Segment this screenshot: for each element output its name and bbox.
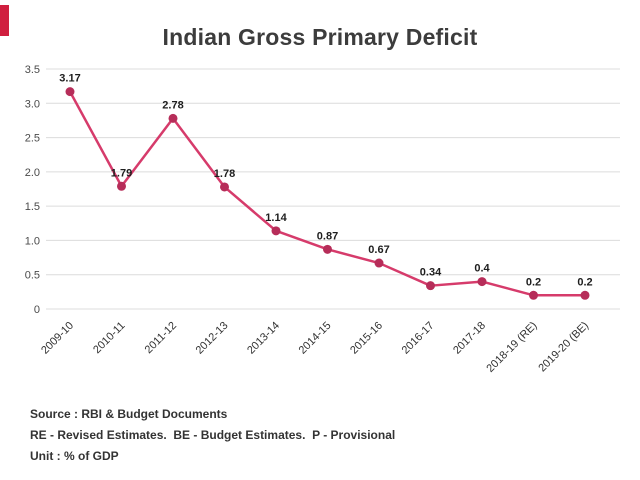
data-point — [65, 87, 75, 97]
svg-text:1.5: 1.5 — [25, 201, 40, 213]
x-axis-tick-label: 2017-18 — [451, 320, 488, 357]
data-point — [426, 281, 435, 291]
svg-text:3.5: 3.5 — [25, 64, 40, 76]
svg-text:0.5: 0.5 — [25, 270, 40, 282]
data-label: 1.78 — [214, 168, 235, 180]
data-label: 0.34 — [420, 267, 442, 279]
x-axis-tick-label: 2019-20 (BE) — [536, 320, 591, 375]
data-label: 0.67 — [368, 244, 389, 256]
x-axis-tick-label: 2016-17 — [400, 320, 437, 357]
data-point — [117, 181, 126, 191]
x-axis-tick-label: 2009-10 — [39, 320, 76, 357]
data-label: 0.2 — [526, 276, 541, 288]
footer-unit: Unit : % of GDP — [30, 449, 119, 463]
x-axis-tick-label: 2012-13 — [194, 320, 231, 357]
data-label: 0.2 — [577, 276, 592, 288]
svg-text:0: 0 — [34, 304, 40, 316]
data-label: 1.79 — [111, 167, 132, 179]
data-label: 0.87 — [317, 230, 338, 242]
data-label: 0.4 — [474, 263, 490, 275]
chart-title: Indian Gross Primary Deficit — [162, 24, 478, 50]
data-point — [323, 244, 332, 254]
x-axis-tick-label: 2010-11 — [91, 320, 127, 356]
data-point — [220, 182, 229, 192]
x-axis-tick-label: 2014-15 — [297, 320, 334, 357]
chart-footer: Source : RBI & Budget Documents RE - Rev… — [30, 404, 395, 467]
chart-svg: 0 0.5 1.0 1.5 2.0 2.5 3.0 3.5 3.17 2009-10 1.79 201… — [25, 64, 620, 375]
data-point — [374, 258, 384, 268]
x-axis-tick-label: 2015-16 — [348, 320, 385, 357]
footer-estimates-legend: RE - Revised Estimates. BE - Budget Esti… — [30, 428, 396, 442]
data-point — [529, 290, 538, 300]
x-axis-tick-label: 2011-12 — [143, 320, 179, 356]
data-point — [168, 113, 178, 123]
data-point — [271, 226, 281, 236]
data-point — [477, 277, 487, 287]
footer-source: Source : RBI & Budget Documents — [30, 407, 228, 421]
data-point — [580, 290, 590, 300]
svg-text:1.0: 1.0 — [25, 235, 40, 247]
data-label: 2.78 — [162, 99, 183, 111]
svg-text:2.5: 2.5 — [25, 133, 40, 145]
data-label: 1.14 — [265, 212, 287, 224]
svg-text:2.0: 2.0 — [25, 167, 40, 179]
svg-text:3.0: 3.0 — [25, 98, 40, 110]
x-axis-tick-label: 2013-14 — [245, 320, 282, 357]
data-label: 3.17 — [59, 73, 80, 85]
brand-accent-mark — [0, 5, 9, 36]
x-axis-tick-label: 2018-19 (RE) — [484, 320, 539, 375]
